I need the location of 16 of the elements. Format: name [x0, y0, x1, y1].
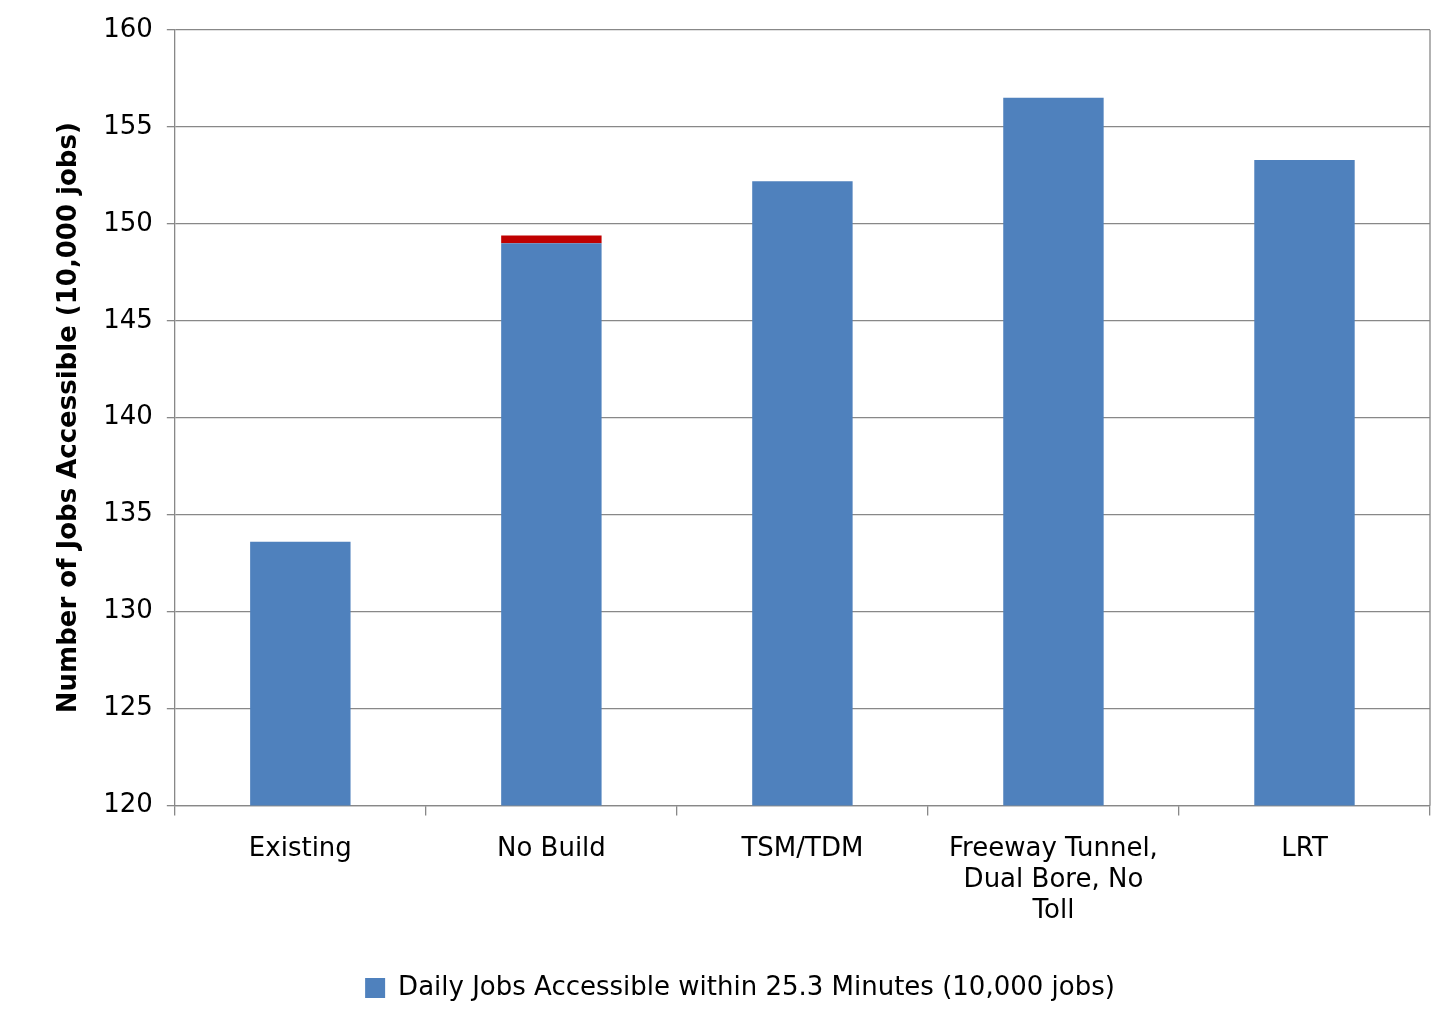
x-tick-label: Freeway Tunnel, Dual Bore, No Toll	[949, 831, 1158, 925]
y-tick-label: 150	[103, 206, 153, 237]
y-tick-label: 120	[103, 788, 153, 819]
x-tick-label: TSM/TDM	[740, 831, 864, 862]
y-tick-label: 125	[103, 691, 153, 722]
y-tick-label: 130	[103, 594, 153, 625]
y-tick-label: 160	[103, 12, 153, 43]
x-tick-label: Existing	[248, 831, 352, 862]
x-tick-label: LRT	[1281, 831, 1328, 862]
y-tick-label: 135	[103, 497, 153, 528]
y-tick-label: 140	[103, 400, 153, 431]
y-tick-label: 155	[103, 109, 153, 140]
y-axis-title: Number of Jobs Accessible (10,000 jobs)	[52, 122, 83, 714]
y-tick-label: 145	[103, 303, 153, 334]
x-tick-label: No Build	[496, 831, 606, 862]
legend-label: Daily Jobs Accessible within 25.3 Minutes (10,000 jobs)	[398, 970, 1115, 1001]
